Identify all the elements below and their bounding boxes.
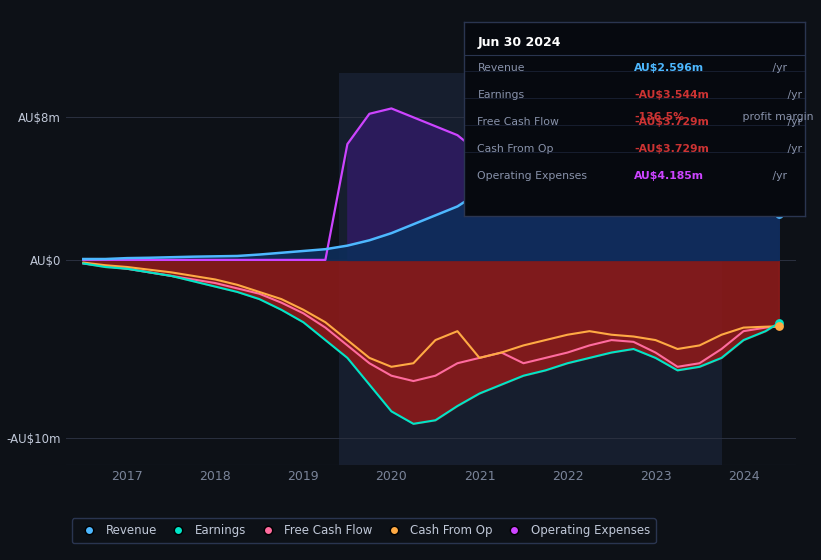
Point bbox=[773, 181, 786, 190]
Legend: Revenue, Earnings, Free Cash Flow, Cash From Op, Operating Expenses: Revenue, Earnings, Free Cash Flow, Cash … bbox=[71, 519, 656, 543]
Text: Cash From Op: Cash From Op bbox=[478, 144, 554, 154]
Text: /yr: /yr bbox=[784, 117, 802, 127]
Text: profit margin: profit margin bbox=[739, 112, 814, 122]
Text: -AU$3.729m: -AU$3.729m bbox=[635, 117, 709, 127]
Text: AU$4.185m: AU$4.185m bbox=[635, 171, 704, 181]
Point bbox=[773, 322, 786, 331]
Text: Jun 30 2024: Jun 30 2024 bbox=[478, 36, 561, 49]
Text: -AU$3.544m: -AU$3.544m bbox=[635, 90, 709, 100]
Text: Free Cash Flow: Free Cash Flow bbox=[478, 117, 559, 127]
Text: Earnings: Earnings bbox=[478, 90, 525, 100]
Text: AU$2.596m: AU$2.596m bbox=[635, 63, 704, 73]
Text: -136.5%: -136.5% bbox=[635, 112, 685, 122]
Text: Revenue: Revenue bbox=[478, 63, 525, 73]
Text: -AU$3.729m: -AU$3.729m bbox=[635, 144, 709, 154]
Text: /yr: /yr bbox=[769, 171, 787, 181]
Bar bbox=[338, 73, 722, 465]
Point bbox=[773, 319, 786, 328]
Point bbox=[773, 209, 786, 218]
Text: /yr: /yr bbox=[784, 144, 802, 154]
Text: Operating Expenses: Operating Expenses bbox=[478, 171, 588, 181]
Text: /yr: /yr bbox=[769, 63, 787, 73]
Text: /yr: /yr bbox=[784, 90, 802, 100]
